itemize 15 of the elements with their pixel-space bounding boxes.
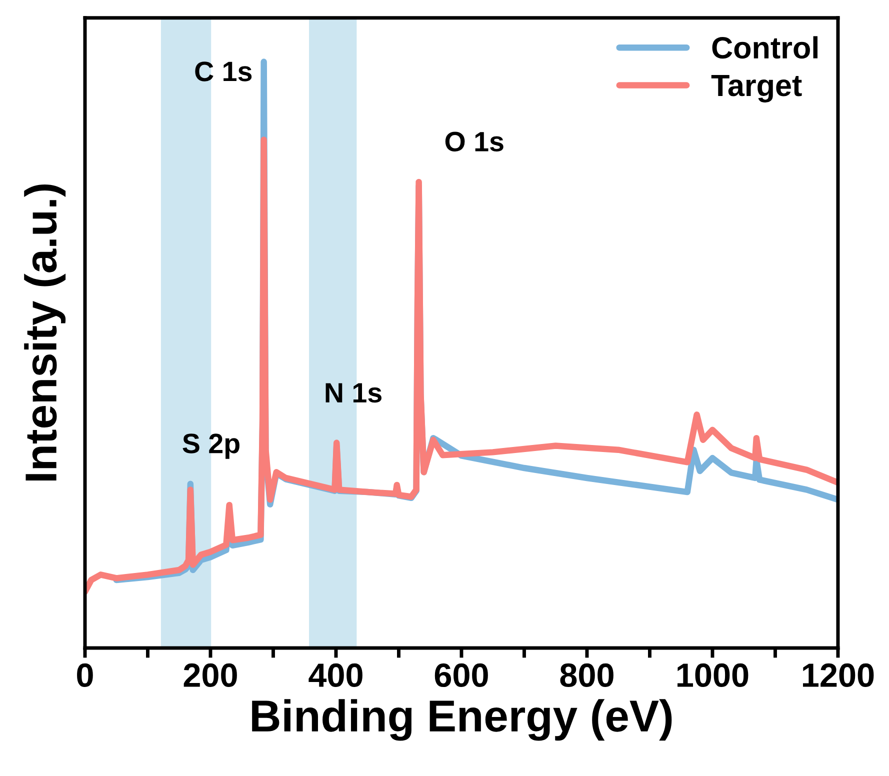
annotation: N 1s bbox=[326, 383, 382, 403]
x-axis-title: Binding Energy (eV) bbox=[252, 699, 672, 741]
annotation: S 2p bbox=[182, 434, 240, 459]
legend-label: Control bbox=[712, 36, 818, 59]
legend-label: Target bbox=[711, 74, 802, 102]
x-tick-label: 400 bbox=[308, 663, 362, 688]
x-tick-label: 0 bbox=[77, 663, 93, 688]
x-tick-label: 1000 bbox=[678, 663, 748, 688]
x-tick-label: 800 bbox=[560, 663, 614, 688]
y-axis-title: Intensity (a.u.) bbox=[24, 184, 66, 481]
x-tick-label: 200 bbox=[184, 663, 237, 688]
x-tick-label: 1200 bbox=[802, 663, 874, 688]
annotation: O 1s bbox=[445, 132, 504, 152]
x-tick-label: 600 bbox=[434, 663, 488, 688]
annotation: C 1s bbox=[195, 62, 252, 82]
